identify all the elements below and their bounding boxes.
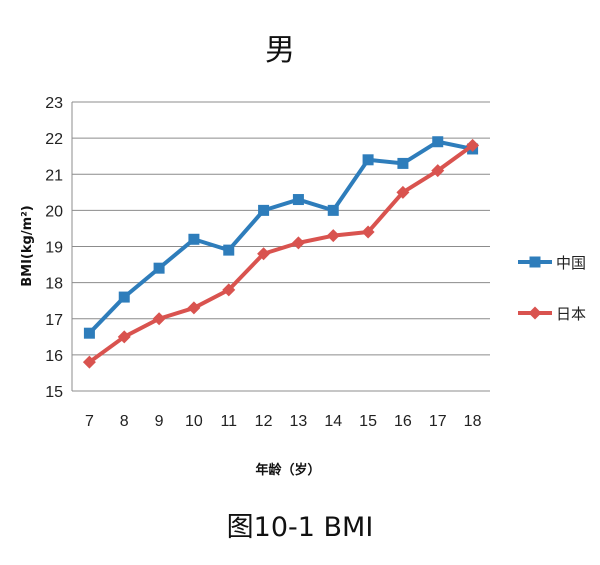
data-point (466, 138, 480, 152)
x-tick-label: 15 (359, 413, 377, 430)
y-tick-label: 16 (45, 348, 63, 365)
plot-area: 15 16 17 18 19 20 21 22 23 7 8 9 10 11 12 13 14 15 16 17 18 (45, 95, 490, 430)
x-tick-label: 10 (185, 413, 203, 430)
series-group (82, 136, 480, 369)
data-point (187, 301, 201, 315)
data-point (117, 330, 131, 344)
y-tick-label: 17 (45, 312, 63, 329)
series-line (87, 139, 473, 335)
legend-swatch-marker (529, 256, 541, 268)
y-tick-label: 15 (45, 384, 63, 401)
series-2 (82, 138, 480, 369)
data-point (362, 154, 374, 166)
x-tick-label: 7 (85, 413, 94, 430)
legend-item: 中国 (518, 254, 586, 272)
data-point (396, 185, 410, 199)
legend-label: 日本 (556, 305, 586, 323)
data-point (82, 355, 96, 369)
x-tick-label: 11 (220, 413, 237, 430)
y-tick-label: 20 (45, 203, 63, 220)
x-tick-label: 16 (394, 413, 412, 430)
legend-item: 日本 (518, 305, 586, 323)
y-axis-label: BMI(kg/m²) (20, 205, 35, 287)
data-point (327, 204, 339, 216)
x-tick-label: 14 (324, 413, 342, 430)
x-tick-label: 8 (120, 413, 129, 430)
data-point (258, 204, 270, 216)
x-tick-label: 13 (290, 413, 308, 430)
data-point (257, 247, 271, 261)
data-point (292, 194, 304, 206)
x-tick-label: 17 (429, 413, 447, 430)
figure-caption: 图10-1 BMI (227, 512, 374, 543)
data-point (152, 312, 166, 326)
y-tick-label: 19 (45, 240, 63, 257)
y-tick-label: 21 (45, 167, 63, 184)
data-point (83, 327, 95, 339)
legend-swatch-marker (528, 306, 542, 320)
y-tick-label: 23 (45, 95, 63, 112)
y-tick-label: 18 (45, 276, 63, 293)
data-point (223, 244, 235, 256)
series-1 (83, 136, 479, 339)
y-tick-label: 22 (45, 131, 63, 148)
data-point (361, 225, 375, 239)
data-point (397, 157, 409, 169)
data-point (291, 236, 305, 250)
data-point (188, 233, 200, 245)
data-point (118, 291, 130, 303)
x-tick-label: 12 (255, 413, 273, 430)
data-point (222, 283, 236, 297)
x-tick-label: 9 (155, 413, 164, 430)
legend-label: 中国 (556, 254, 586, 272)
x-axis-label: 年龄（岁） (255, 462, 320, 478)
x-tick-labels: 7 8 9 10 11 12 13 14 15 16 17 18 (85, 413, 482, 430)
chart-title: 男 (265, 33, 295, 68)
data-point (431, 164, 445, 178)
x-tick-label: 18 (464, 413, 482, 430)
data-point (326, 229, 340, 243)
data-point (153, 262, 165, 274)
y-tick-labels: 15 16 17 18 19 20 21 22 23 (45, 95, 63, 401)
series-line (88, 143, 474, 364)
data-point (432, 136, 444, 148)
